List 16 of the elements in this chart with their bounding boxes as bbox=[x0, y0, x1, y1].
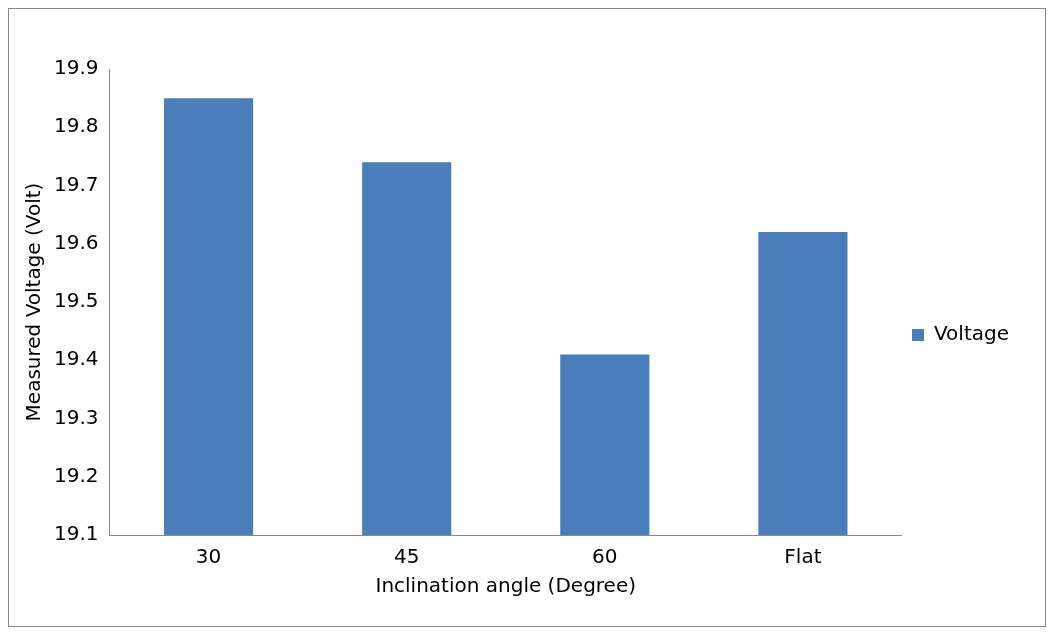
y-tick-label: 19.9 bbox=[54, 55, 99, 80]
x-tick-label: Flat bbox=[784, 544, 822, 569]
y-tick-label: 19.8 bbox=[54, 113, 99, 138]
y-tick-label: 19.5 bbox=[54, 288, 99, 313]
y-axis-title: Measured Voltage (Volt) bbox=[21, 182, 46, 422]
x-axis-title: Inclination angle (Degree) bbox=[375, 573, 637, 598]
y-tick-label: 19.1 bbox=[54, 521, 99, 546]
x-tick-label: 30 bbox=[195, 544, 222, 569]
x-tick-label: 45 bbox=[393, 544, 420, 569]
y-tick-label: 19.6 bbox=[54, 229, 99, 254]
y-tick-label: 19.3 bbox=[54, 404, 99, 429]
x-tick-label: 60 bbox=[592, 544, 618, 569]
y-tick-label: 19.7 bbox=[54, 171, 99, 196]
legend-label: Voltage bbox=[933, 321, 1010, 346]
y-tick-label: 19.2 bbox=[54, 462, 99, 487]
y-tick-label: 19.4 bbox=[54, 346, 99, 371]
